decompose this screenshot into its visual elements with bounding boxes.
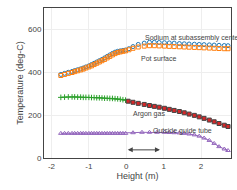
svg-text:Temperature (deg-C): Temperature (deg-C) <box>15 41 25 125</box>
svg-text:1: 1 <box>161 162 166 171</box>
svg-text:Outside guide tube: Outside guide tube <box>153 127 212 135</box>
svg-text:Sodium at subassembly center: Sodium at subassembly center <box>145 34 237 42</box>
svg-text:600: 600 <box>28 25 42 34</box>
svg-text:-2: -2 <box>48 162 56 171</box>
svg-text:2: 2 <box>199 162 204 171</box>
svg-text:-1: -1 <box>85 162 93 171</box>
svg-text:0: 0 <box>124 162 129 171</box>
svg-text:Pot surface: Pot surface <box>141 55 177 62</box>
svg-text:Argon gas: Argon gas <box>133 110 165 118</box>
svg-text:400: 400 <box>28 68 42 77</box>
svg-text:0: 0 <box>37 154 42 163</box>
svg-text:200: 200 <box>28 111 42 120</box>
svg-text:Height (m): Height (m) <box>116 171 158 181</box>
